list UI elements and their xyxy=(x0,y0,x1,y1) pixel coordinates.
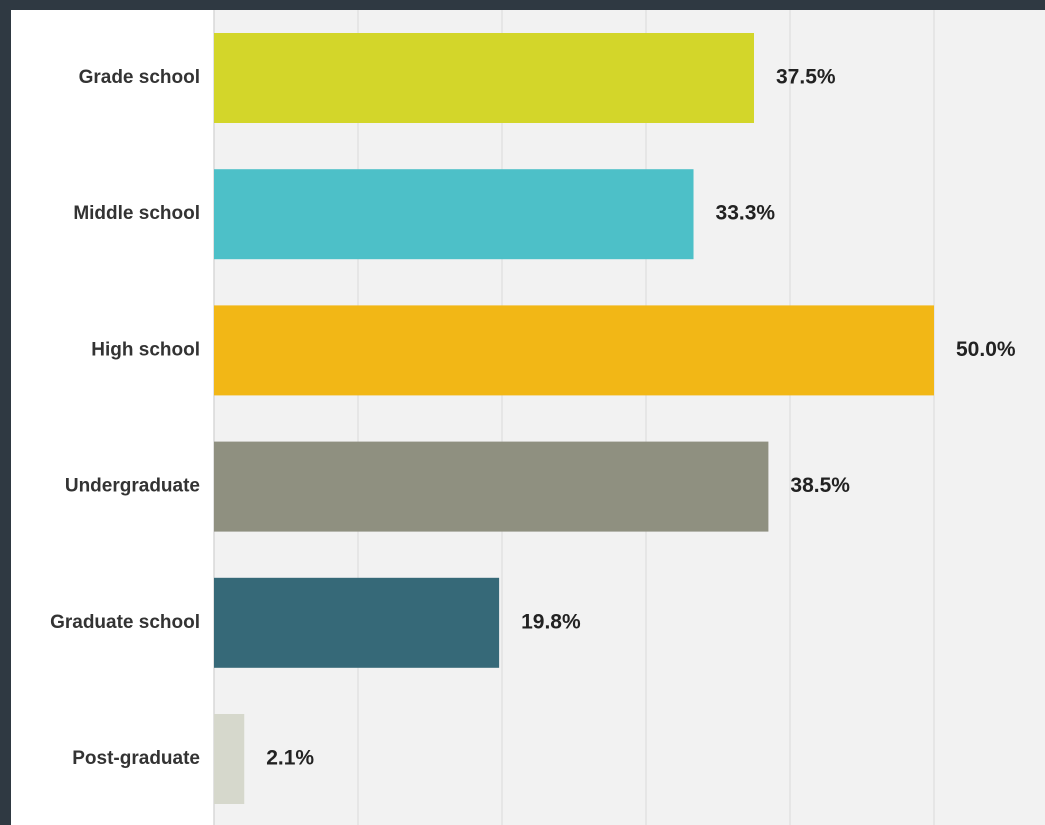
category-label: Undergraduate xyxy=(65,476,200,497)
bar-high-school xyxy=(214,305,934,396)
value-labels: 37.5% 33.3% 50.0% 38.5% 19.8% 2.1% xyxy=(266,66,1016,770)
value-label: 33.3% xyxy=(716,202,776,225)
category-label: Graduate school xyxy=(50,612,200,633)
category-labels: Grade school Middle school High school Unde… xyxy=(50,67,200,769)
value-label: 37.5% xyxy=(776,66,836,89)
value-label: 38.5% xyxy=(790,474,850,497)
category-label: Post-graduate xyxy=(72,748,200,769)
plot-background xyxy=(214,10,1045,825)
gridlines xyxy=(357,10,935,825)
bar-grade-school xyxy=(214,33,754,123)
bar-post-graduate xyxy=(214,714,245,804)
bar-chart: Grade school Middle school High school Unde… xyxy=(50,10,1045,825)
value-label: 19.8% xyxy=(521,610,581,633)
chart-frame: Grade school Middle school High school Unde… xyxy=(11,10,1045,825)
bars xyxy=(214,33,934,804)
category-label: Grade school xyxy=(79,67,200,88)
category-label: High school xyxy=(91,339,200,360)
category-label: Middle school xyxy=(73,203,200,224)
bar-middle-school xyxy=(214,169,694,260)
bar-undergraduate xyxy=(214,441,769,532)
value-label: 50.0% xyxy=(956,338,1016,361)
bar-graduate-school xyxy=(214,577,500,668)
value-label: 2.1% xyxy=(266,747,314,770)
